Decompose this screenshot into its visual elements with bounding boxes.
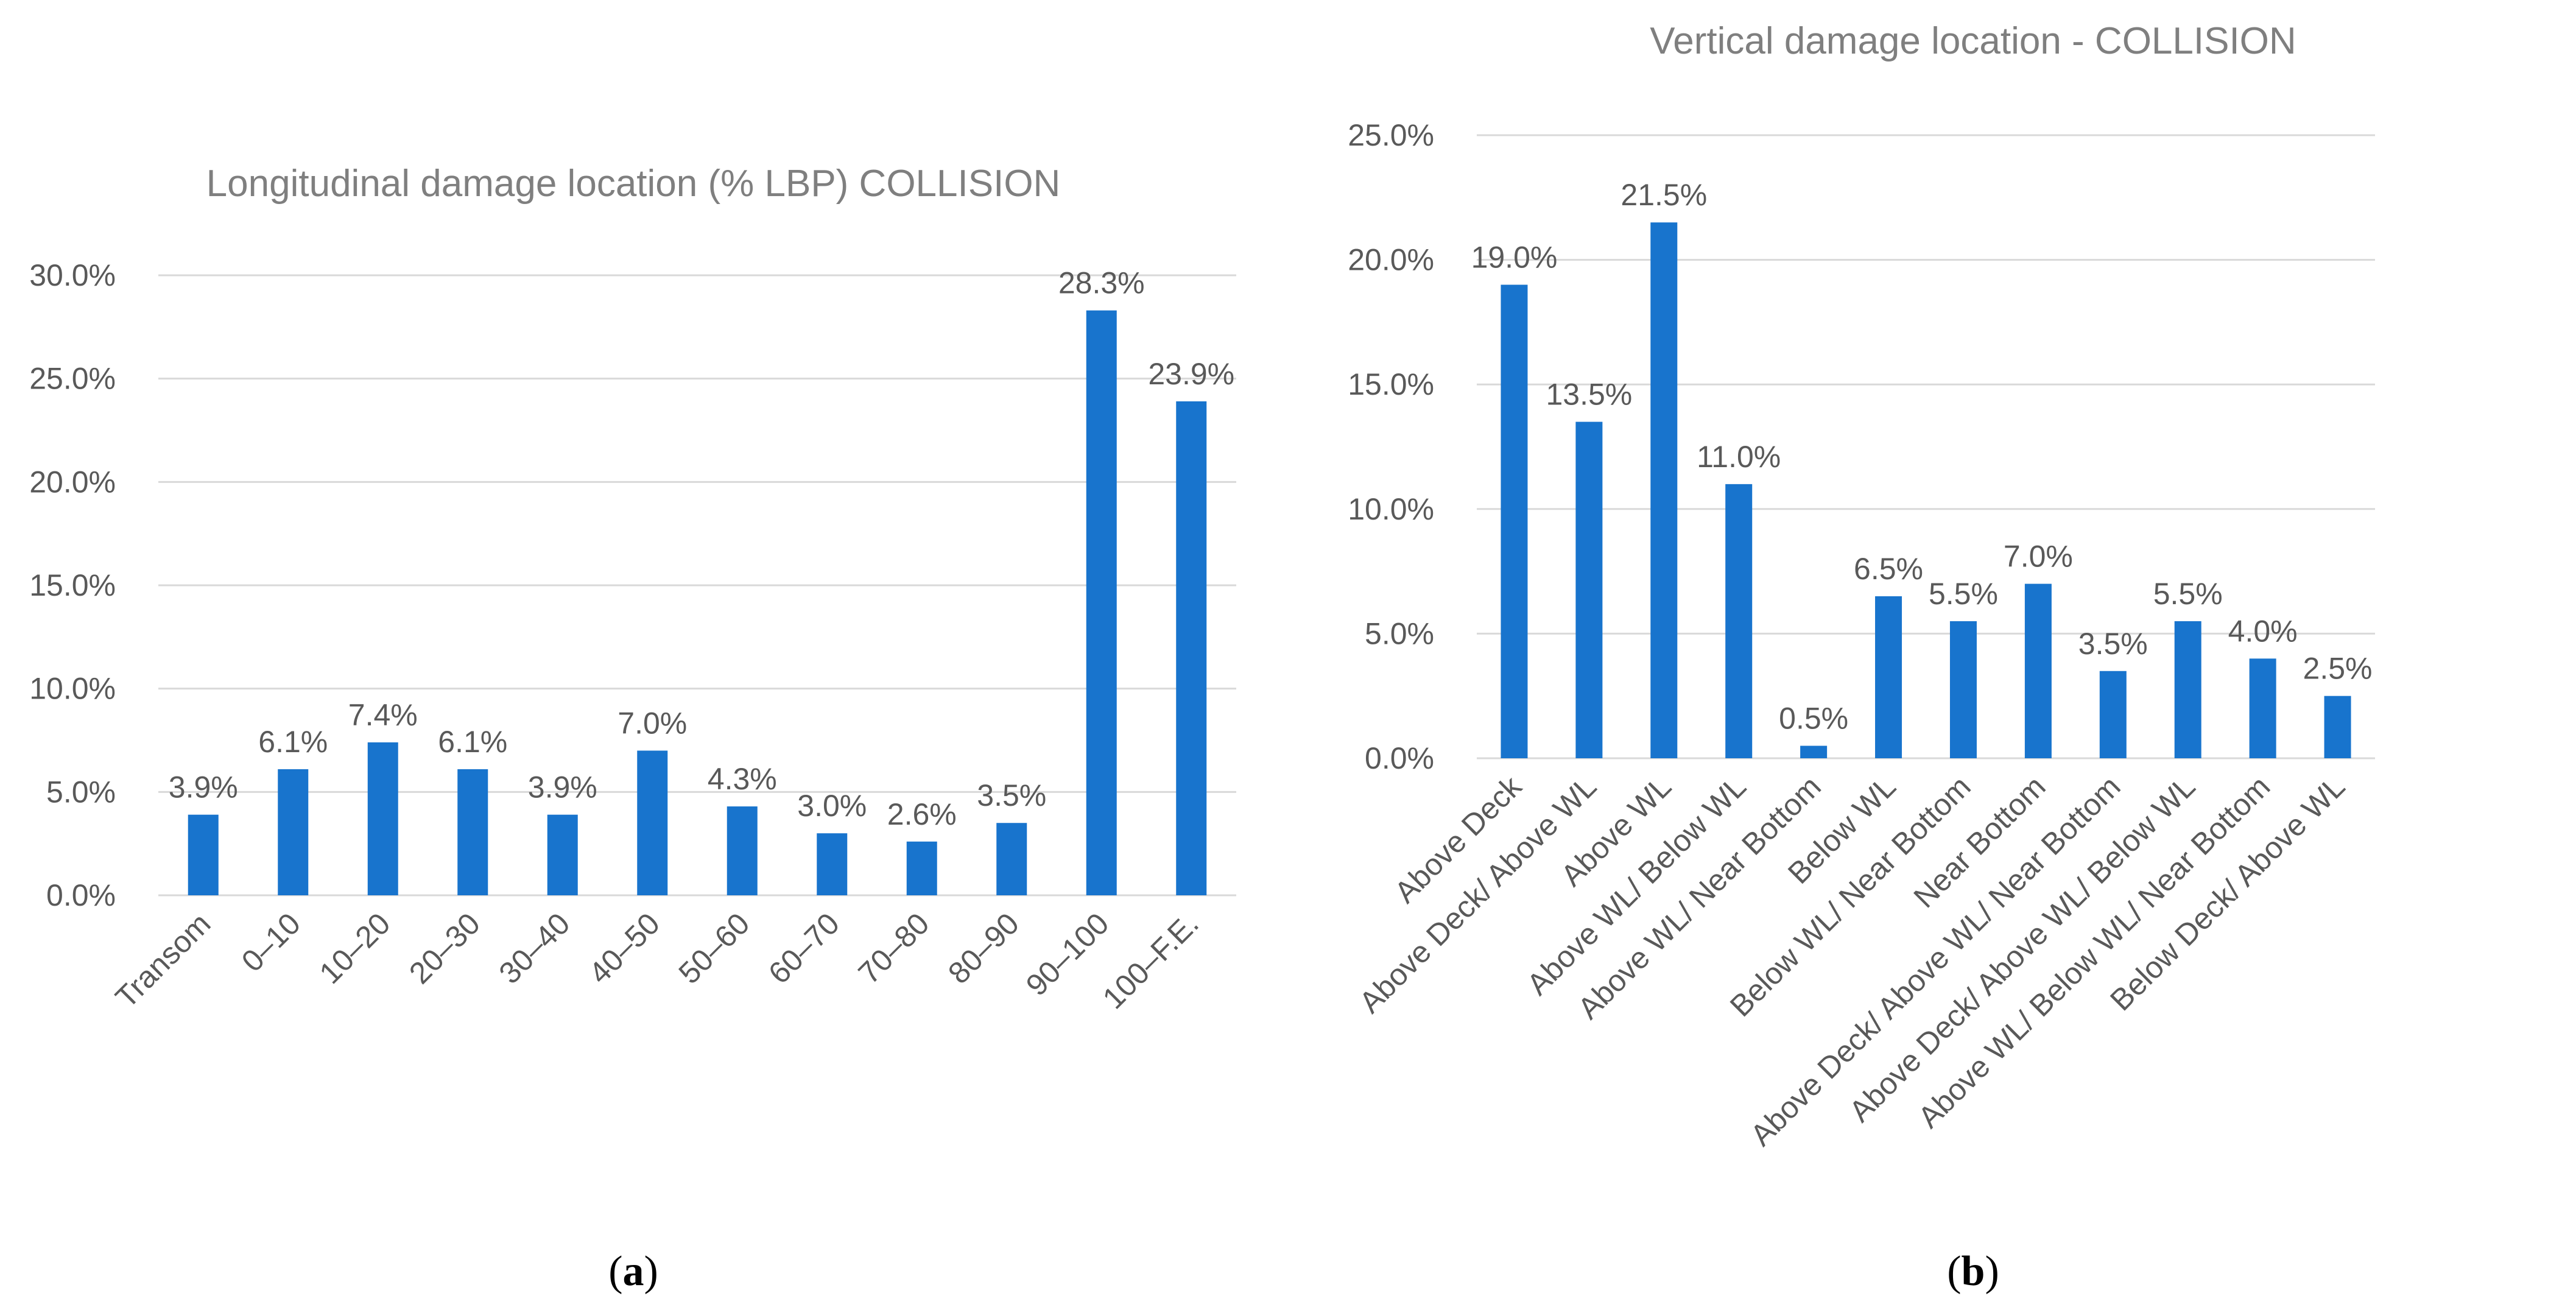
data-label: 21.5% — [1621, 178, 1707, 212]
y-tick-label: 25.0% — [29, 362, 116, 396]
y-tick-label: 30.0% — [29, 258, 116, 292]
chart-a: Longitudinal damage location (% LBP) COL… — [29, 163, 1236, 1015]
y-tick-label: 25.0% — [1348, 118, 1434, 152]
data-label: 6.1% — [438, 725, 507, 759]
y-tick-label: 5.0% — [1365, 616, 1434, 650]
x-tick-label: 100–F.E. — [1096, 906, 1205, 1015]
bar — [2099, 671, 2127, 758]
data-label: 2.6% — [887, 797, 957, 831]
y-tick-label: 20.0% — [29, 465, 116, 499]
bar — [1501, 284, 1528, 758]
chart-a-gridlines — [158, 274, 1236, 897]
chart-b-gridlines — [1477, 134, 2375, 759]
caption-a: (a) — [608, 1248, 658, 1295]
y-tick-label: 0.0% — [1365, 741, 1434, 775]
data-label: 23.9% — [1148, 357, 1234, 391]
x-tick-label: 10–20 — [313, 906, 397, 990]
x-tick-label: 70–80 — [852, 906, 936, 990]
y-tick-label: 0.0% — [46, 878, 116, 912]
bar — [817, 833, 848, 895]
x-tick-label: 80–90 — [941, 906, 1026, 990]
bar — [457, 769, 488, 895]
data-label: 6.1% — [258, 725, 328, 759]
data-label: 0.5% — [1779, 702, 1848, 736]
y-tick-label: 15.0% — [29, 568, 116, 602]
y-tick-label: 5.0% — [46, 775, 116, 809]
x-tick-label: Transom — [109, 906, 217, 1015]
bar — [727, 806, 758, 895]
chart-b-data-labels: 19.0%13.5%21.5%11.0%0.5%6.5%5.5%7.0%3.5%… — [1471, 178, 2373, 735]
bar — [996, 823, 1027, 895]
data-label: 5.5% — [1929, 577, 1998, 611]
data-label: 4.0% — [2228, 614, 2298, 648]
bar — [1086, 310, 1117, 896]
bar — [1949, 621, 1977, 758]
x-tick-label: 20–30 — [403, 906, 487, 990]
bar — [1875, 596, 1902, 758]
bar — [2024, 583, 2052, 758]
data-label: 3.5% — [977, 778, 1046, 812]
data-label: 2.5% — [2303, 652, 2373, 686]
bar — [367, 742, 398, 895]
bar — [1800, 745, 1828, 758]
bar — [1575, 421, 1603, 758]
chart-b-title: Vertical damage location - COLLISION — [1650, 20, 2296, 62]
bar — [1725, 484, 1753, 758]
y-tick-label: 10.0% — [1348, 492, 1434, 526]
chart-a-title: Longitudinal damage location (% LBP) COL… — [206, 163, 1061, 205]
y-tick-label: 10.0% — [29, 672, 116, 706]
data-label: 13.5% — [1546, 378, 1632, 412]
chart-b-y-axis: 0.0% 5.0% 10.0% 15.0% 20.0% 25.0% — [1348, 118, 1434, 775]
bar — [278, 769, 309, 895]
chart-a-data-labels: 3.9% 6.1% 7.4% 6.1% 3.9% 7.0% 4.3% 3.0% 2.6% 3.5%… — [169, 266, 1234, 831]
bar — [547, 814, 578, 895]
data-label: 4.3% — [708, 762, 777, 796]
chart-b: Vertical damage location - COLLISION 0.0… — [1348, 20, 2375, 1152]
bar — [2324, 696, 2351, 758]
bar — [2174, 621, 2201, 758]
x-tick-label: 50–60 — [672, 906, 756, 990]
data-label: 6.5% — [1854, 552, 1923, 586]
data-label: 3.9% — [169, 770, 238, 805]
x-tick-label: 60–70 — [762, 906, 846, 990]
data-label: 3.5% — [2078, 627, 2148, 661]
bar — [2249, 658, 2276, 758]
y-tick-label: 20.0% — [1348, 243, 1434, 277]
chart-a-x-axis: Transom 0–10 10–20 20–30 30–40 40–50 50–60 60–7… — [109, 906, 1205, 1015]
bar — [188, 814, 219, 895]
x-tick-label: 40–50 — [582, 906, 666, 990]
chart-b-bars — [1501, 222, 2351, 759]
bar — [1176, 401, 1207, 895]
data-label: 7.4% — [348, 698, 418, 732]
y-tick-label: 15.0% — [1348, 367, 1434, 401]
data-label: 19.0% — [1471, 241, 1558, 275]
data-label: 28.3% — [1058, 266, 1145, 300]
data-label: 5.5% — [2153, 577, 2223, 611]
data-label: 3.9% — [528, 770, 597, 805]
data-label: 3.0% — [797, 789, 867, 823]
x-tick-label: 30–40 — [493, 906, 577, 990]
bar — [1650, 222, 1678, 759]
chart-a-bars — [188, 310, 1207, 896]
chart-a-y-axis: 0.0% 5.0% 10.0% 15.0% 20.0% 25.0% 30.0% — [29, 258, 116, 912]
x-tick-label: 0–10 — [235, 906, 307, 978]
data-label: 11.0% — [1697, 440, 1781, 474]
bar — [906, 841, 937, 895]
bar — [637, 750, 668, 895]
data-label: 7.0% — [2004, 540, 2073, 574]
data-label: 7.0% — [618, 706, 687, 740]
caption-b: (b) — [1947, 1248, 1999, 1295]
